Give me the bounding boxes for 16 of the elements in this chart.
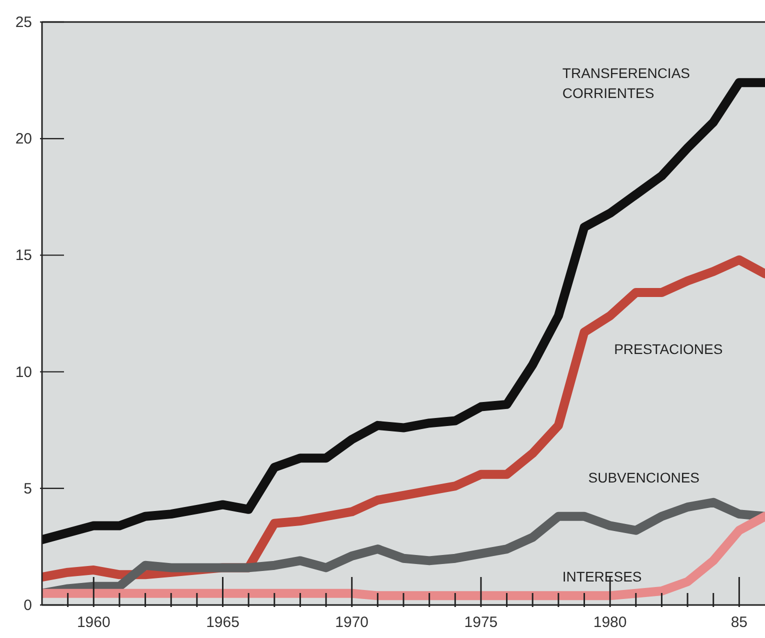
y-tick-label: 5 xyxy=(24,480,32,498)
y-tick-label: 10 xyxy=(15,364,32,381)
x-tick-label: 1970 xyxy=(335,614,369,631)
x-tick-label: 85 xyxy=(730,614,748,631)
y-tick-label: 25 xyxy=(15,14,32,31)
y-tick-label: 20 xyxy=(15,130,32,148)
y-tick-label: 15 xyxy=(15,247,32,264)
x-tick-label: 1980 xyxy=(593,614,627,631)
y-tick-label: 0 xyxy=(24,597,32,614)
x-tick-label: 1975 xyxy=(464,614,498,631)
x-tick-label: 1965 xyxy=(206,614,240,631)
series-label: PRESTACIONES xyxy=(614,340,723,357)
x-tick-label: 1960 xyxy=(76,614,110,631)
series-label: INTERESES xyxy=(562,568,642,585)
text: TRANSFERENCIAS CORRIENTES xyxy=(562,64,690,101)
series-label: SUBVENCIONES xyxy=(588,469,700,486)
